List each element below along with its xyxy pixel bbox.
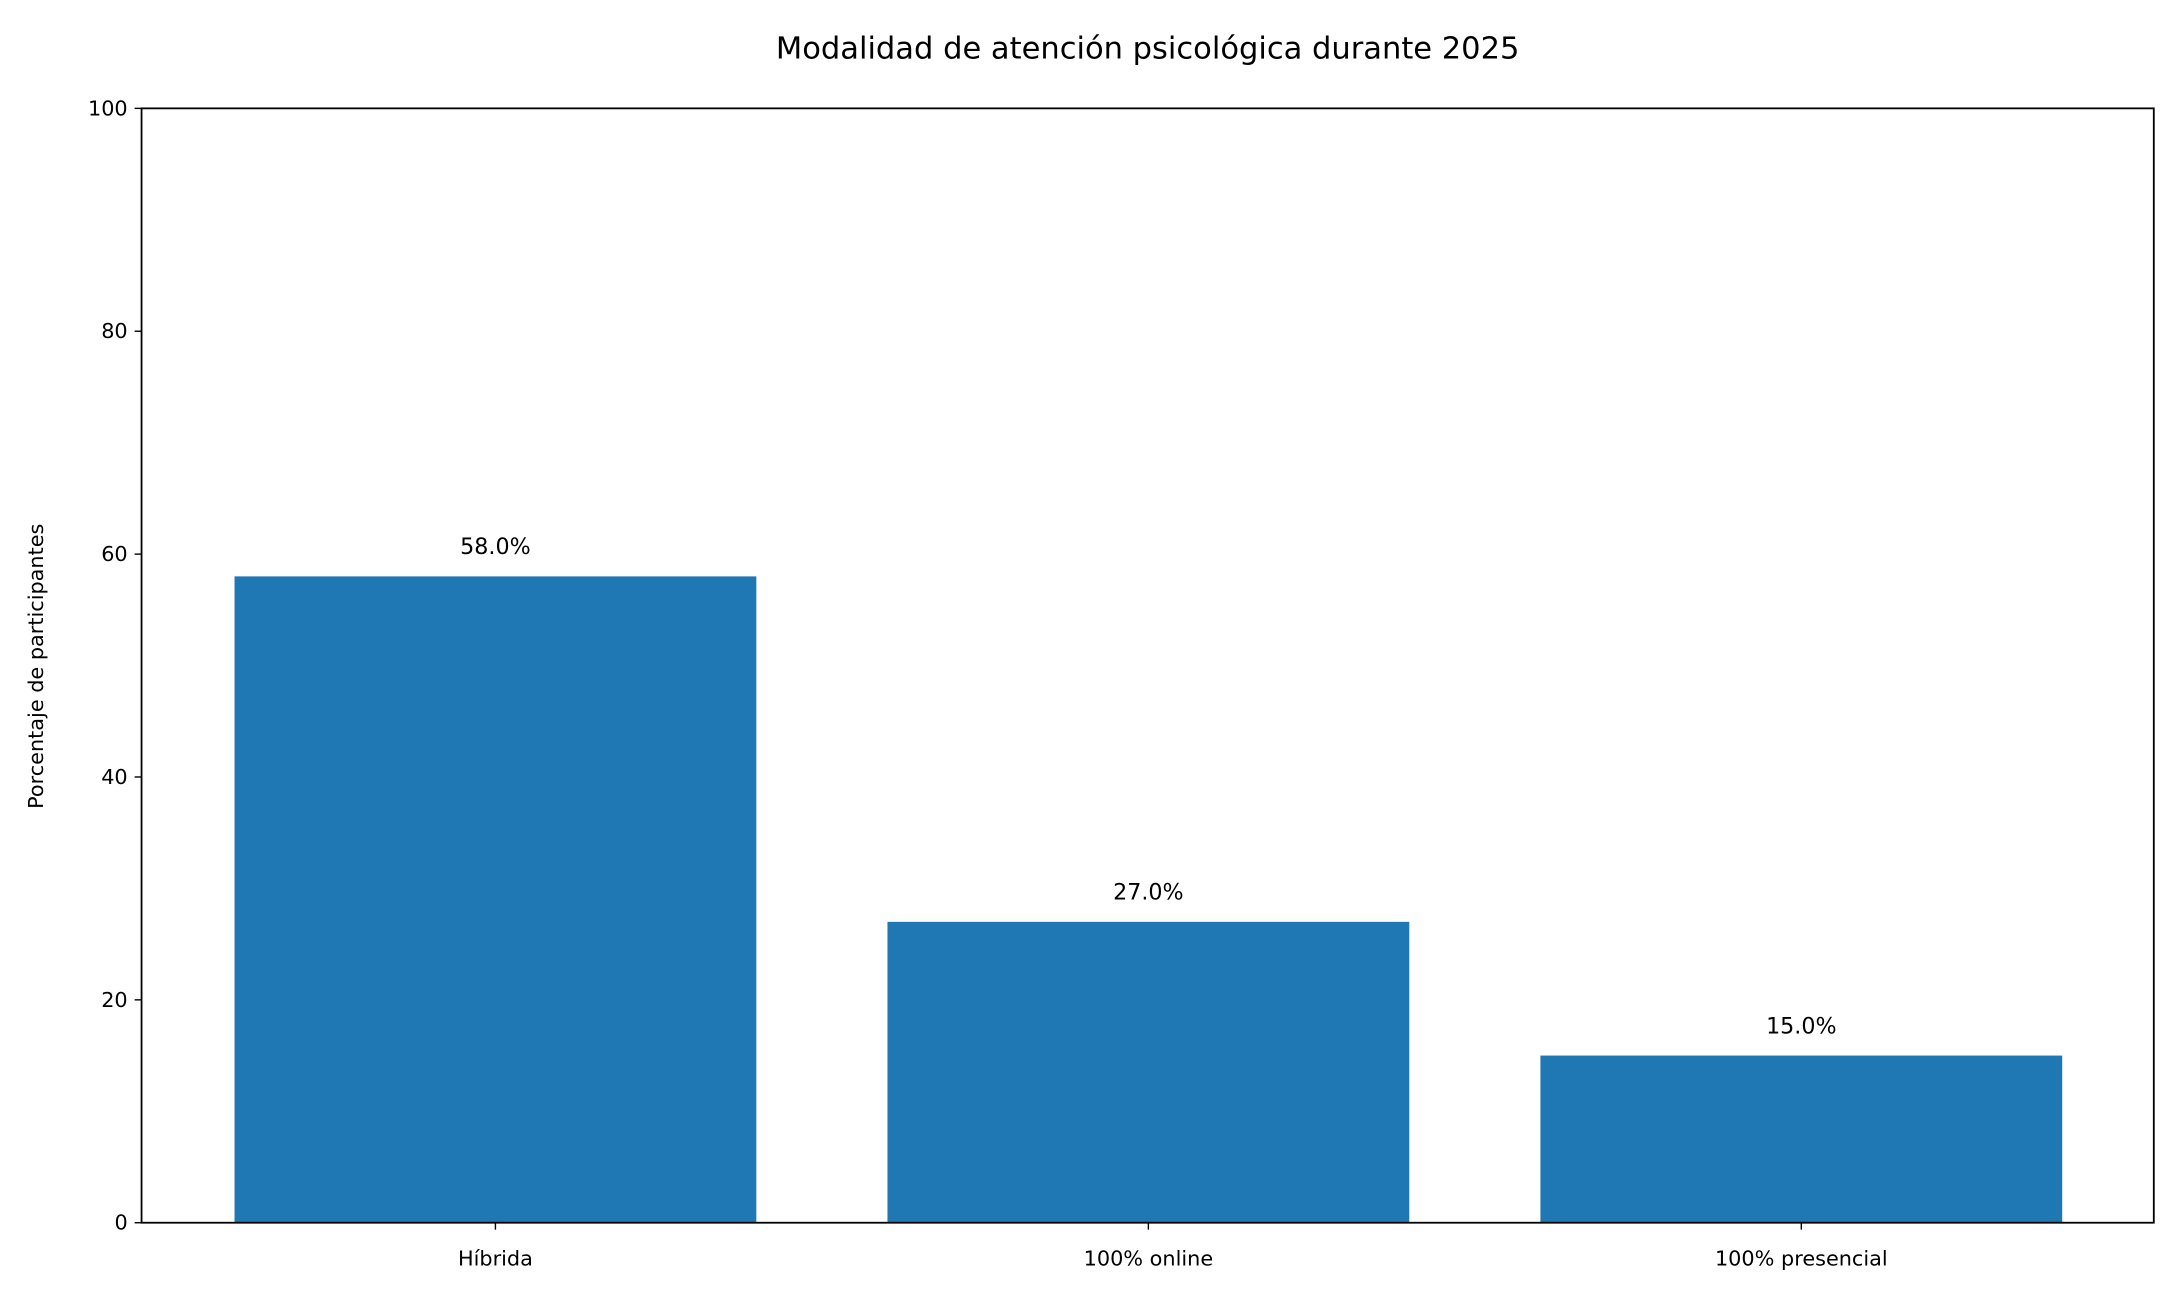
y-tick-label: 20: [101, 988, 127, 1012]
bar: [887, 921, 1410, 1223]
x-tick-label: 100% presencial: [1715, 1247, 1888, 1271]
y-tick-label: 100: [88, 96, 128, 120]
data-label: 15.0%: [1766, 1013, 1836, 1039]
bar: [1540, 1055, 2063, 1223]
x-tick-label: Híbrida: [458, 1247, 533, 1271]
y-tick-label: 80: [101, 319, 127, 343]
data-label: 58.0%: [460, 534, 530, 560]
y-axis-label: Porcentaje de participantes: [24, 524, 48, 809]
chart-title: Modalidad de atención psicológica durant…: [776, 31, 1520, 66]
plot-frame: [140, 107, 2155, 1224]
y-tick-label: 60: [101, 542, 127, 566]
x-tick-label: 100% online: [1084, 1247, 1214, 1271]
data-label: 27.0%: [1113, 880, 1183, 906]
y-tick-label: 0: [114, 1211, 127, 1235]
y-tick-label: 40: [101, 765, 127, 789]
bar: [234, 576, 757, 1223]
